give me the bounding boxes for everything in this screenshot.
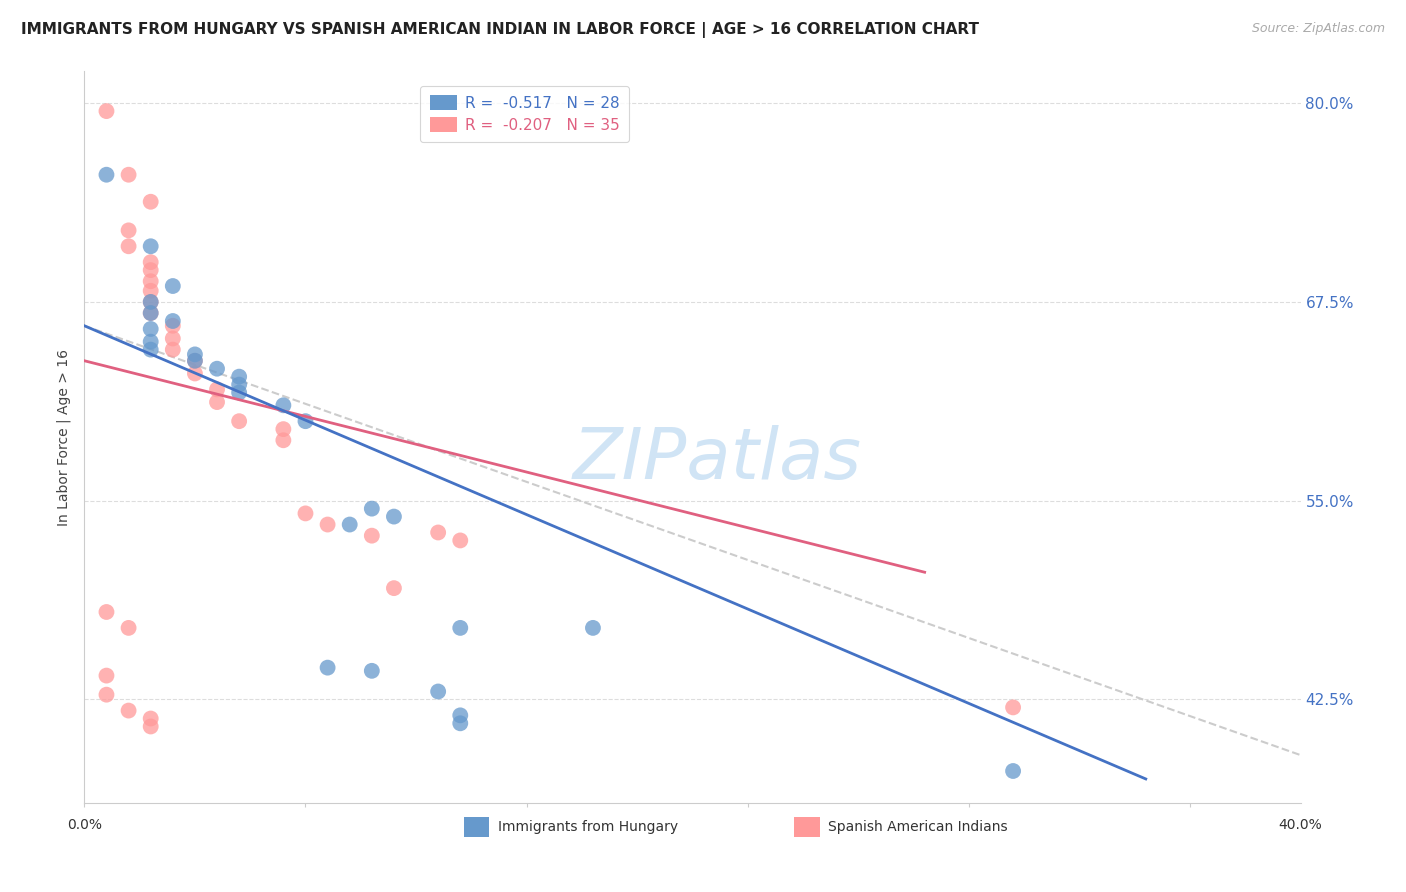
Point: [228, 369, 250, 384]
Point: [360, 529, 382, 543]
Point: [96, 104, 118, 119]
Point: [139, 322, 162, 336]
Text: 0.0%: 0.0%: [67, 818, 101, 832]
Point: [273, 434, 295, 448]
Point: [139, 306, 162, 320]
Point: [228, 414, 250, 428]
Point: [117, 704, 139, 718]
Point: [162, 343, 184, 357]
Text: IMMIGRANTS FROM HUNGARY VS SPANISH AMERICAN INDIAN IN LABOR FORCE | AGE > 16 COR: IMMIGRANTS FROM HUNGARY VS SPANISH AMERI…: [21, 22, 979, 38]
Text: Spanish American Indians: Spanish American Indians: [828, 820, 1008, 834]
Point: [449, 716, 471, 731]
Point: [117, 621, 139, 635]
Point: [360, 664, 382, 678]
Point: [294, 414, 316, 428]
Point: [139, 334, 162, 349]
Point: [162, 314, 184, 328]
Point: [294, 507, 316, 521]
Point: [273, 422, 295, 436]
Point: [117, 223, 139, 237]
Point: [96, 168, 118, 182]
Point: [139, 239, 162, 253]
Point: [139, 255, 162, 269]
Point: [427, 684, 450, 698]
Point: [316, 517, 339, 532]
Point: [139, 274, 162, 288]
Point: [139, 343, 162, 357]
Point: [139, 294, 162, 309]
Point: [139, 294, 162, 309]
Point: [139, 719, 162, 733]
Point: [184, 353, 207, 368]
Point: [427, 525, 450, 540]
Point: [117, 239, 139, 253]
Legend: R =  -0.517   N = 28, R =  -0.207   N = 35: R = -0.517 N = 28, R = -0.207 N = 35: [420, 87, 628, 142]
Point: [96, 668, 118, 682]
Point: [582, 621, 605, 635]
Point: [205, 395, 228, 409]
Point: [339, 517, 361, 532]
Point: [96, 605, 118, 619]
Point: [162, 279, 184, 293]
Point: [139, 712, 162, 726]
Point: [205, 383, 228, 397]
Point: [449, 533, 471, 548]
Point: [139, 306, 162, 320]
Point: [449, 708, 471, 723]
Point: [382, 581, 405, 595]
Point: [96, 688, 118, 702]
Point: [316, 660, 339, 674]
Text: ZIPatlas: ZIPatlas: [572, 425, 862, 493]
Point: [228, 377, 250, 392]
Point: [382, 509, 405, 524]
Point: [184, 367, 207, 381]
Point: [139, 263, 162, 277]
Point: [1002, 764, 1025, 778]
Point: [162, 318, 184, 333]
Point: [205, 361, 228, 376]
Point: [139, 284, 162, 298]
Text: Source: ZipAtlas.com: Source: ZipAtlas.com: [1251, 22, 1385, 36]
Point: [360, 501, 382, 516]
Text: 40.0%: 40.0%: [1278, 818, 1323, 832]
Point: [117, 168, 139, 182]
Point: [228, 385, 250, 400]
Point: [162, 331, 184, 345]
Point: [139, 194, 162, 209]
Text: Immigrants from Hungary: Immigrants from Hungary: [498, 820, 678, 834]
Point: [273, 398, 295, 412]
Point: [1002, 700, 1025, 714]
Point: [184, 347, 207, 361]
Point: [184, 353, 207, 368]
Y-axis label: In Labor Force | Age > 16: In Labor Force | Age > 16: [56, 349, 72, 525]
Point: [449, 621, 471, 635]
